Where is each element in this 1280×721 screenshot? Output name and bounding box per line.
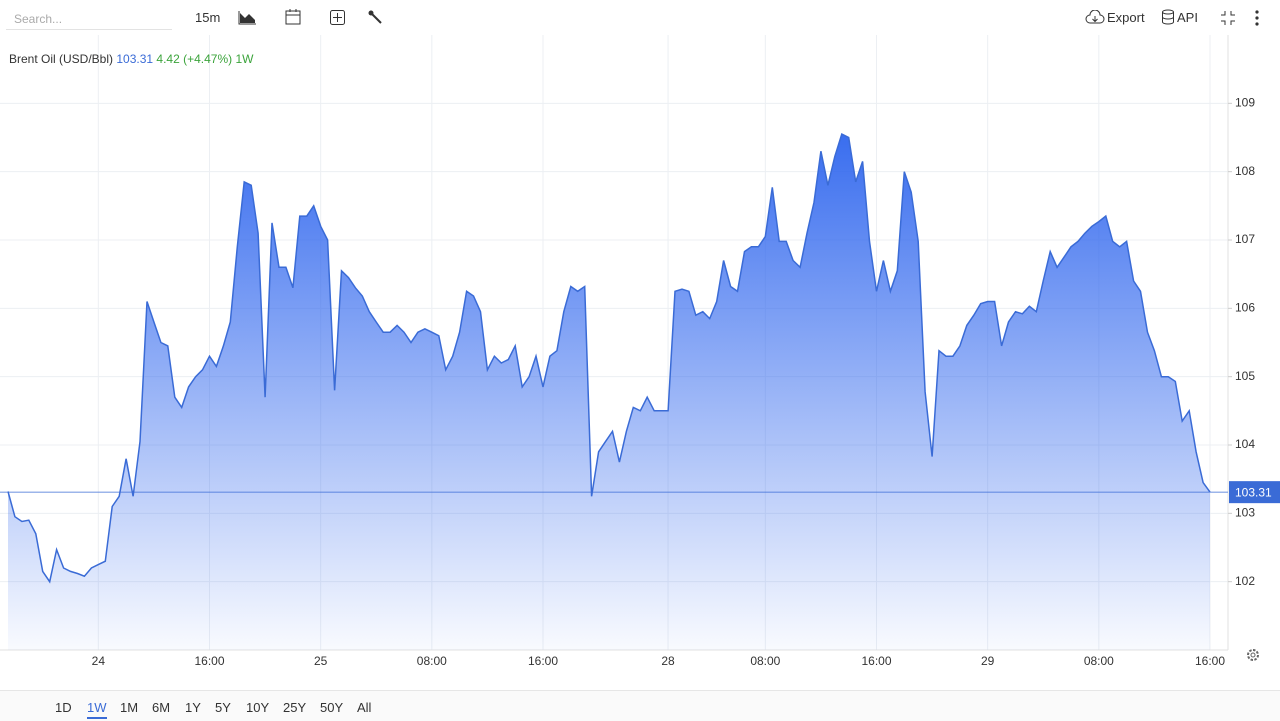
api-button[interactable]: API <box>1177 10 1198 25</box>
x-tick-label: 28 <box>661 654 675 668</box>
y-tick-label: 104 <box>1235 437 1255 451</box>
y-tick-label: 103 <box>1235 506 1255 520</box>
calendar-icon[interactable] <box>284 8 302 26</box>
fullscreen-icon[interactable] <box>1219 9 1237 27</box>
x-tick-label: 08:00 <box>1084 654 1114 668</box>
chart: 102 103 104 105 106 107 108 109 24 16:00 25 08:00 16… <box>0 35 1280 668</box>
y-tick-label: 108 <box>1235 164 1255 178</box>
x-tick-label: 25 <box>314 654 328 668</box>
y-tick-label: 107 <box>1235 232 1255 246</box>
range-button[interactable]: 5Y <box>215 700 231 715</box>
y-tick-label: 105 <box>1235 369 1255 383</box>
toolbar: Search... 15m Export API <box>0 0 1280 35</box>
price-line <box>7 133 1211 584</box>
x-tick-label: 16:00 <box>194 654 224 668</box>
x-tick-label: 16:00 <box>1195 654 1225 668</box>
price-change-percent: (+4.47%) <box>183 52 233 66</box>
range-button[interactable]: 25Y <box>283 700 307 715</box>
add-indicator-icon[interactable] <box>329 9 347 27</box>
period: 1W <box>235 52 254 66</box>
last-price-tag-label: 103.31 <box>1235 485 1272 499</box>
search-box[interactable]: Search... <box>6 6 172 30</box>
area-fill <box>8 134 1210 651</box>
export-button[interactable]: Export <box>1107 10 1145 25</box>
instrument-name: Brent Oil (USD/Bbl) <box>9 52 114 66</box>
y-tick-label: 102 <box>1235 574 1255 588</box>
price-change: 4.42 <box>156 52 180 66</box>
interval-button[interactable]: 15m <box>195 10 221 25</box>
y-tick-label: 109 <box>1235 96 1255 110</box>
x-tick-label: 24 <box>92 654 106 668</box>
range-button[interactable]: 1D <box>55 700 72 715</box>
export-icon[interactable] <box>1085 10 1105 25</box>
x-tick-label: 08:00 <box>417 654 447 668</box>
api-icon[interactable] <box>1161 9 1175 25</box>
range-button[interactable]: 10Y <box>246 700 270 715</box>
range-button[interactable]: 6M <box>152 700 171 715</box>
range-button[interactable]: 1W <box>87 700 107 719</box>
range-button[interactable]: 1M <box>120 700 139 715</box>
x-tick-label: 16:00 <box>528 654 558 668</box>
settings-icon[interactable] <box>1247 649 1259 661</box>
range-button[interactable]: 1Y <box>185 700 201 715</box>
more-icon[interactable] <box>1252 9 1262 27</box>
x-tick-label: 29 <box>981 654 995 668</box>
last-price: 103.31 <box>116 52 154 66</box>
x-tick-label: 16:00 <box>861 654 891 668</box>
last-price-tag <box>1229 481 1280 504</box>
range-button[interactable]: 50Y <box>320 700 344 715</box>
chart-legend: Brent Oil (USD/Bbl) 103.31 4.42 (+4.47%)… <box>9 52 254 66</box>
chart-type-icon[interactable] <box>238 9 258 25</box>
y-tick-label: 106 <box>1235 301 1255 315</box>
tools-icon[interactable] <box>368 10 384 26</box>
x-tick-label: 08:00 <box>750 654 780 668</box>
range-button[interactable]: All <box>357 700 372 715</box>
range-bar: 1D 1W 1M 6M 1Y 5Y 10Y 25Y 50Y All <box>0 690 1280 721</box>
